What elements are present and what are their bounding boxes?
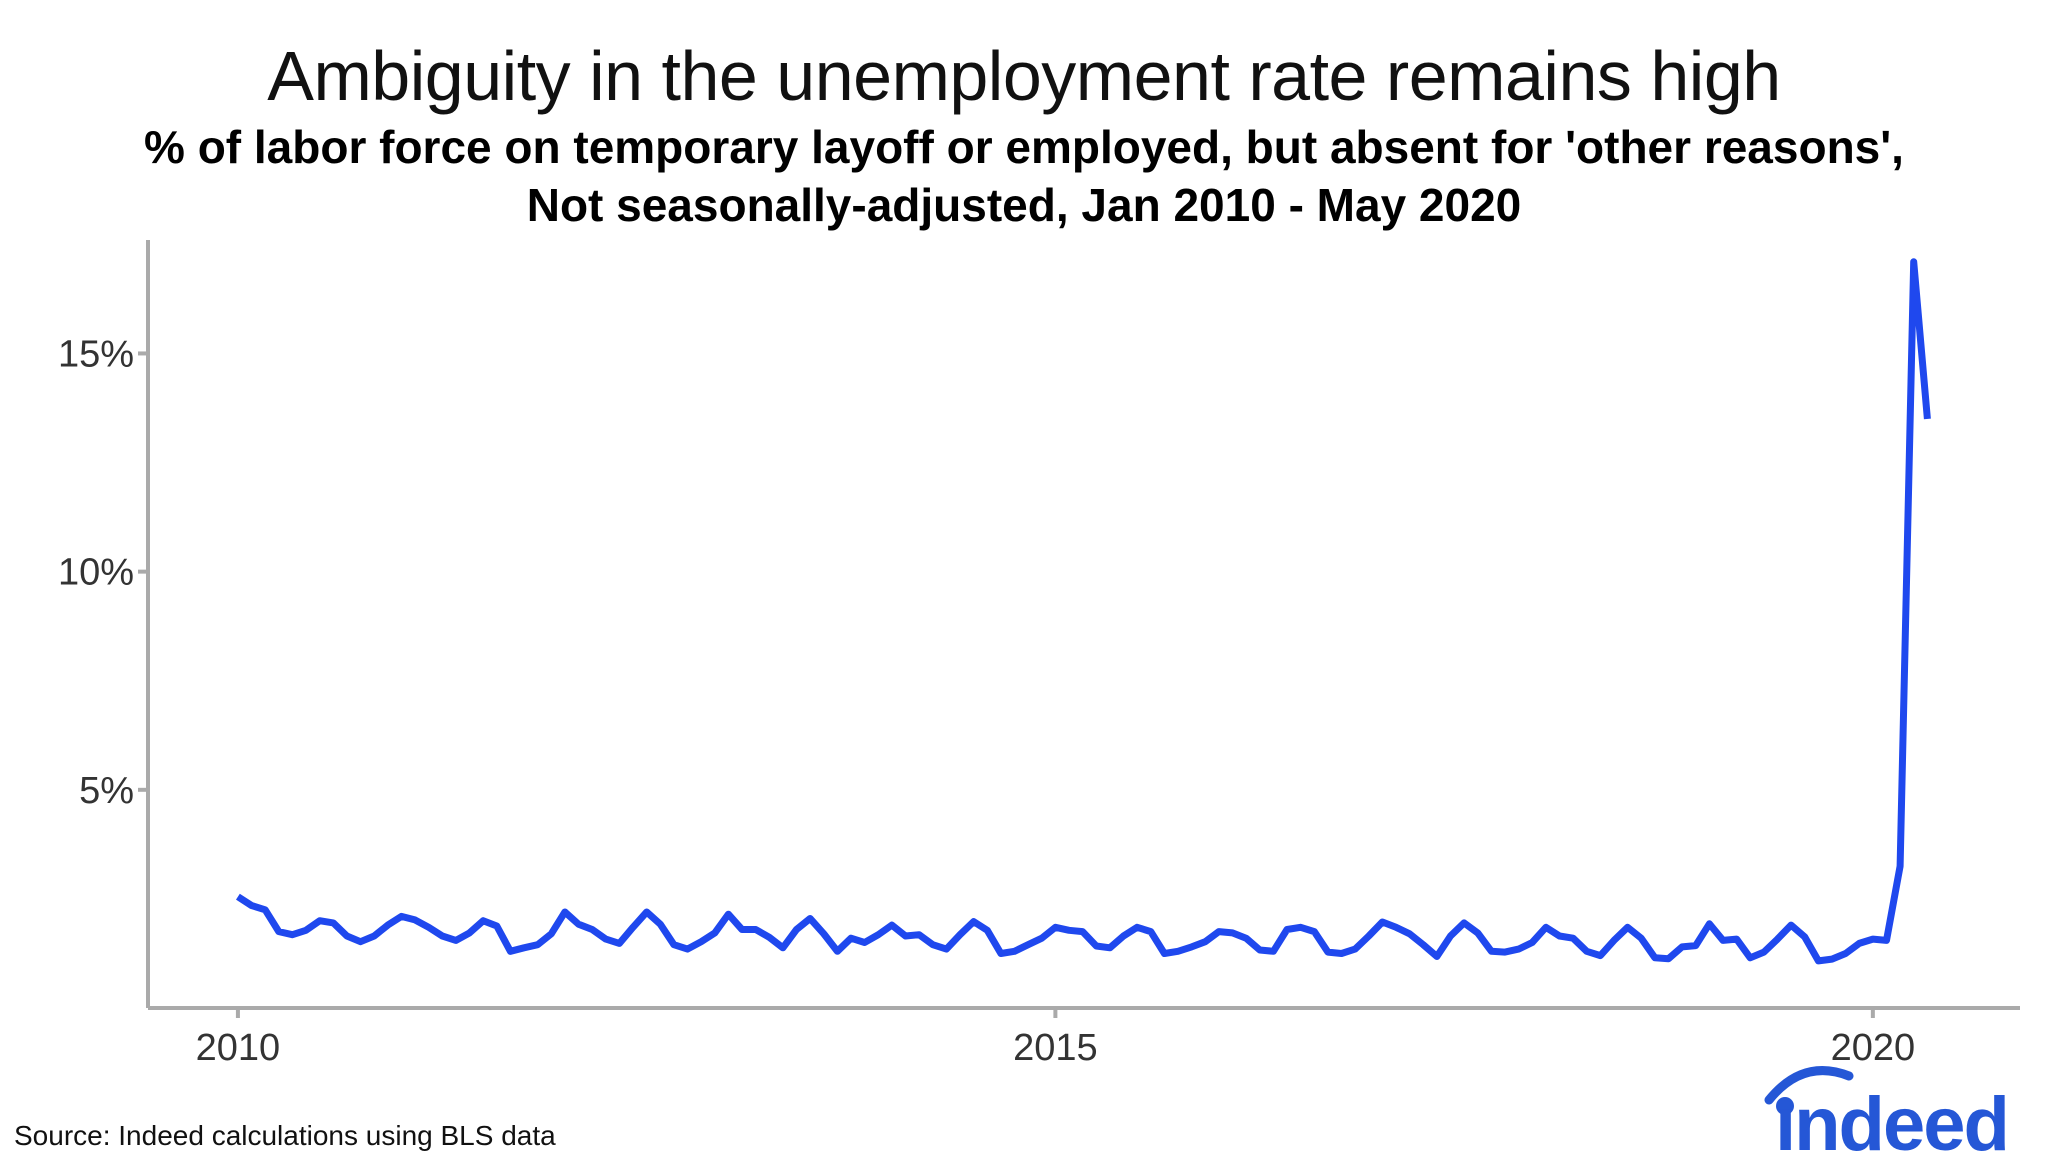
x-tick-label: 2015 <box>1013 1027 1098 1069</box>
x-tick-label: 2010 <box>196 1027 281 1069</box>
y-tick-label: 15% <box>58 333 134 375</box>
tick-labels: 5% 10% 15% 2010 2015 2020 <box>58 333 1915 1069</box>
chart-title: Ambiguity in the unemployment rate remai… <box>267 37 1781 115</box>
source-note: Source: Indeed calculations using BLS da… <box>14 1120 556 1151</box>
y-tick-label: 10% <box>58 552 134 594</box>
indeed-logo: ındeed <box>1764 1066 2010 1154</box>
subtitle-line-2: Not seasonally-adjusted, Jan 2010 - May … <box>526 179 1522 231</box>
axes <box>138 240 2020 1018</box>
y-tick-label: 5% <box>79 770 134 812</box>
x-tick-label: 2020 <box>1831 1027 1916 1069</box>
subtitle-line-1: % of labor force on temporary layoff or … <box>144 121 1904 173</box>
chart-subtitle: % of labor force on temporary layoff or … <box>0 118 2048 234</box>
series-line <box>235 258 1931 965</box>
series-group <box>235 258 1931 965</box>
svg-text:ındeed: ındeed <box>1775 1082 2008 1154</box>
